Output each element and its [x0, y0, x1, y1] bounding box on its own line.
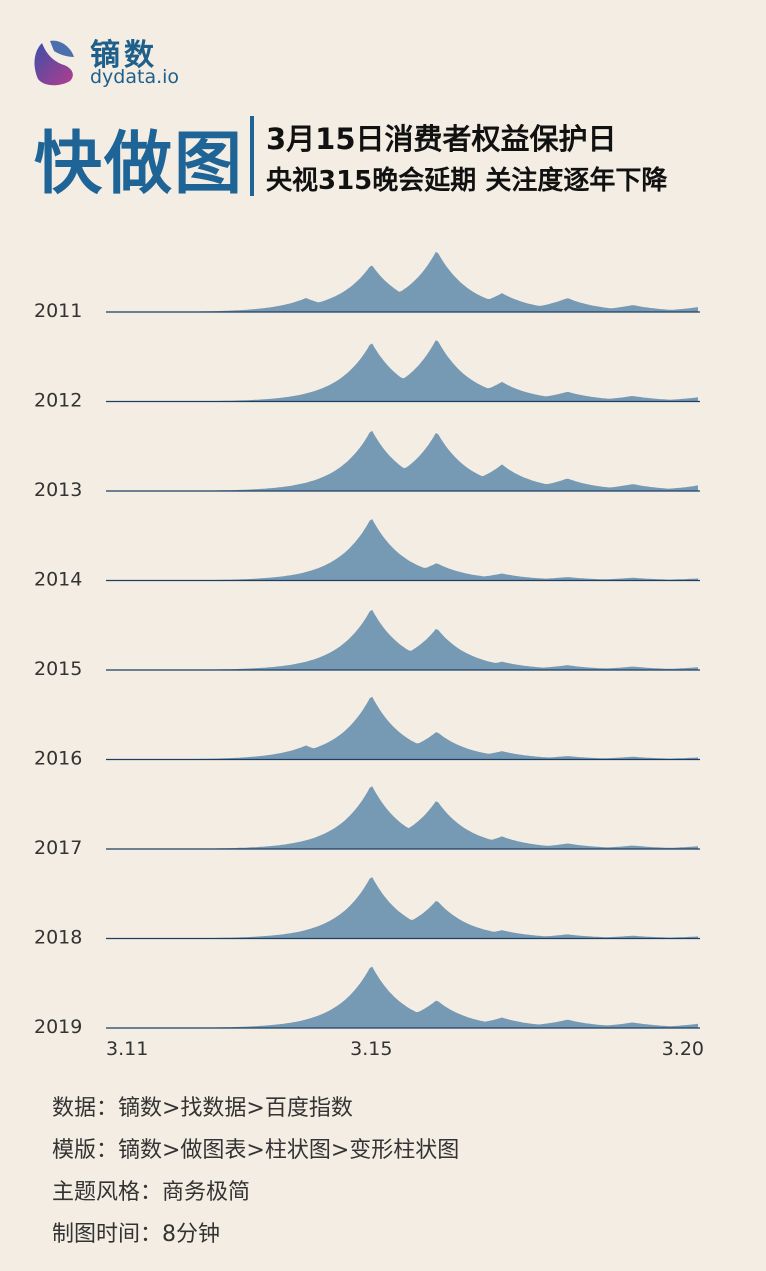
- x-tick-3.11: 3.11: [106, 1038, 148, 1060]
- series-2015: 2015: [34, 609, 700, 680]
- ridge-area-2013: [110, 430, 698, 491]
- logo[interactable]: 镝数 dydata.io: [30, 30, 190, 90]
- x-tick-3.20: 3.20: [662, 1038, 704, 1060]
- series-2014: 2014: [34, 519, 700, 591]
- series-2017: 2017: [34, 786, 700, 859]
- year-label-2012: 2012: [34, 390, 82, 412]
- title-divider: [250, 116, 254, 196]
- logo-cn: 镝数: [90, 38, 158, 73]
- footer-source: 数据：镝数>找数据>百度指数: [52, 1096, 353, 1121]
- footer-template: 模版：镝数>做图表>柱状图>变形柱状图: [52, 1138, 460, 1163]
- ridge-area-2015: [110, 609, 698, 670]
- year-label-2013: 2013: [34, 479, 82, 501]
- ridgeline-chart: 2011 2012 2013 2014 2015 2016 2017 2018 2019 3.11…: [34, 251, 704, 1060]
- year-label-2015: 2015: [34, 658, 82, 680]
- series-2016: 2016: [34, 696, 700, 770]
- series-2011: 2011: [34, 251, 700, 322]
- headline: 3月15日消费者权益保护日: [266, 122, 617, 156]
- brand-title: 快做图: [34, 125, 245, 204]
- series-2019: 2019: [34, 966, 700, 1038]
- ridge-area-2019: [110, 966, 698, 1028]
- footer: 数据：镝数>找数据>百度指数 模版：镝数>做图表>柱状图>变形柱状图 主题风格：…: [52, 1094, 459, 1262]
- ridge-area-2012: [110, 340, 698, 402]
- series-2012: 2012: [34, 340, 700, 412]
- x-tick-3.15: 3.15: [350, 1038, 392, 1060]
- ridge-area-2017: [110, 786, 698, 849]
- ridge-area-2016: [110, 696, 698, 760]
- year-label-2017: 2017: [34, 837, 82, 859]
- year-label-2018: 2018: [34, 927, 82, 949]
- year-label-2014: 2014: [34, 569, 82, 591]
- series-2013: 2013: [34, 430, 700, 501]
- year-label-2019: 2019: [34, 1016, 82, 1038]
- subheadline: 央视315晚会延期 关注度逐年下降: [266, 166, 668, 196]
- ridge-area-2011: [110, 251, 698, 312]
- ridge-area-2014: [110, 519, 698, 581]
- butterfly-logo-icon: [34, 40, 74, 86]
- ridge-area-2018: [110, 877, 698, 939]
- footer-theme: 主题风格：商务极简: [52, 1180, 251, 1205]
- year-label-2011: 2011: [34, 300, 82, 322]
- series-2018: 2018: [34, 877, 700, 949]
- footer-time: 制图时间：8分钟: [52, 1222, 220, 1247]
- year-label-2016: 2016: [34, 748, 82, 770]
- logo-en: dydata.io: [90, 66, 180, 88]
